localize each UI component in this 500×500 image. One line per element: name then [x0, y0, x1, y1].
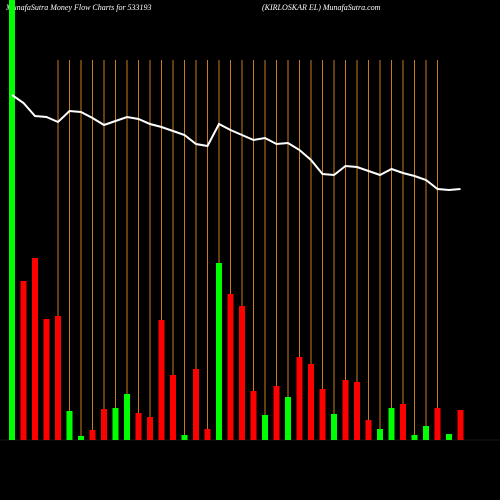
bar — [434, 408, 441, 440]
bar — [296, 357, 303, 440]
bar — [124, 394, 130, 440]
bar — [181, 435, 188, 440]
bar — [78, 436, 84, 440]
bar — [285, 397, 291, 440]
bar — [365, 420, 372, 440]
bar — [319, 389, 326, 440]
bar — [216, 263, 222, 440]
bar — [66, 411, 73, 440]
bar — [55, 316, 61, 440]
bar — [135, 413, 142, 440]
money-flow-line — [11, 94, 461, 192]
bar — [308, 364, 314, 440]
bar — [158, 320, 165, 440]
bar — [89, 430, 96, 440]
bar — [250, 391, 257, 440]
bar — [262, 415, 268, 440]
bar — [273, 386, 280, 440]
bar — [112, 408, 119, 440]
bar — [411, 435, 418, 440]
bar — [239, 306, 245, 440]
bar — [377, 429, 383, 440]
bar — [331, 414, 337, 440]
bar — [170, 375, 176, 440]
bar — [193, 369, 199, 440]
bar — [43, 319, 50, 440]
bar — [204, 429, 211, 440]
bar — [9, 0, 15, 440]
bar — [400, 404, 406, 440]
bar — [147, 417, 153, 440]
chart-title: MunafaSutra Money Flow Charts for 533193 — [5, 3, 152, 12]
bar — [101, 409, 107, 440]
bar — [20, 281, 27, 440]
bar — [457, 410, 464, 440]
chart-subtitle: (KIRLOSKAR EL) MunafaSutra.com — [262, 3, 381, 12]
bar — [388, 408, 395, 440]
bar — [354, 382, 360, 440]
bar — [227, 294, 234, 440]
bar — [342, 380, 349, 440]
bar — [423, 426, 429, 440]
bar — [32, 258, 38, 440]
bar — [446, 434, 452, 440]
